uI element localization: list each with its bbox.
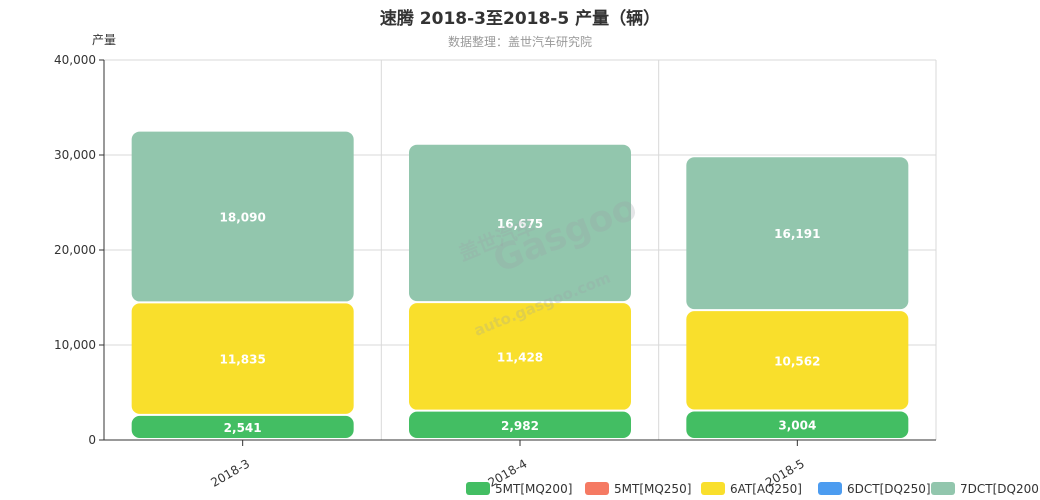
data-label: 10,562	[774, 354, 820, 368]
x-tick-label: 2018-3	[208, 456, 252, 489]
chart-subtitle: 数据整理：盖世汽车研究院	[448, 34, 592, 49]
bars	[131, 131, 909, 438]
data-label: 16,675	[497, 217, 543, 231]
legend-swatch	[466, 482, 490, 495]
legend-item[interactable]: 6DCT[DQ250]	[818, 482, 931, 496]
legend-label: 5MT[MQ250]	[614, 482, 691, 496]
y-tick-label: 10,000	[54, 338, 96, 352]
legend-label: 5MT[MQ200]	[495, 482, 572, 496]
data-label: 11,428	[497, 350, 543, 364]
y-axis-label: 产量	[92, 33, 116, 47]
y-tick-label: 40,000	[54, 53, 96, 67]
legend-swatch	[931, 482, 955, 495]
y-tick-label: 20,000	[54, 243, 96, 257]
legend-item[interactable]: 7DCT[DQ200]	[931, 482, 1040, 496]
legend-item[interactable]: 5MT[MQ250]	[585, 482, 691, 496]
legend-label: 7DCT[DQ200]	[960, 482, 1040, 496]
legend-swatch	[585, 482, 609, 495]
bar-segment	[686, 411, 909, 438]
y-tick-label: 0	[88, 433, 96, 447]
data-label: 3,004	[778, 419, 816, 433]
legend-swatch	[818, 482, 842, 495]
data-label: 11,835	[220, 353, 266, 367]
legend-swatch	[701, 482, 725, 495]
data-label: 16,191	[774, 227, 820, 241]
bar-segment	[409, 411, 631, 438]
legend-item[interactable]: 6AT[AQ250]	[701, 482, 802, 496]
legend-label: 6DCT[DQ250]	[847, 482, 931, 496]
legend-label: 6AT[AQ250]	[730, 482, 802, 496]
data-labels: 2,541 11,835 18,090 2,982 11,428 16,675 3,004 1…	[220, 211, 821, 435]
bar-segment	[686, 157, 909, 310]
bar-segment	[686, 311, 909, 410]
legend: 5MT[MQ200] 5MT[MQ250] 6AT[AQ250] 6DCT[DQ250…	[466, 482, 1040, 496]
bar-segment	[131, 303, 354, 414]
bar-segment	[131, 131, 354, 302]
data-label: 18,090	[220, 211, 266, 225]
bar-segment	[409, 303, 631, 410]
data-label: 2,982	[501, 419, 539, 433]
data-label: 2,541	[224, 421, 262, 435]
y-tick-label: 30,000	[54, 148, 96, 162]
bar-segment	[131, 415, 354, 438]
chart-title: 速腾 2018-3至2018-5 产量（辆）	[380, 8, 660, 29]
bar-segment	[409, 144, 631, 302]
legend-item[interactable]: 5MT[MQ200]	[466, 482, 572, 496]
